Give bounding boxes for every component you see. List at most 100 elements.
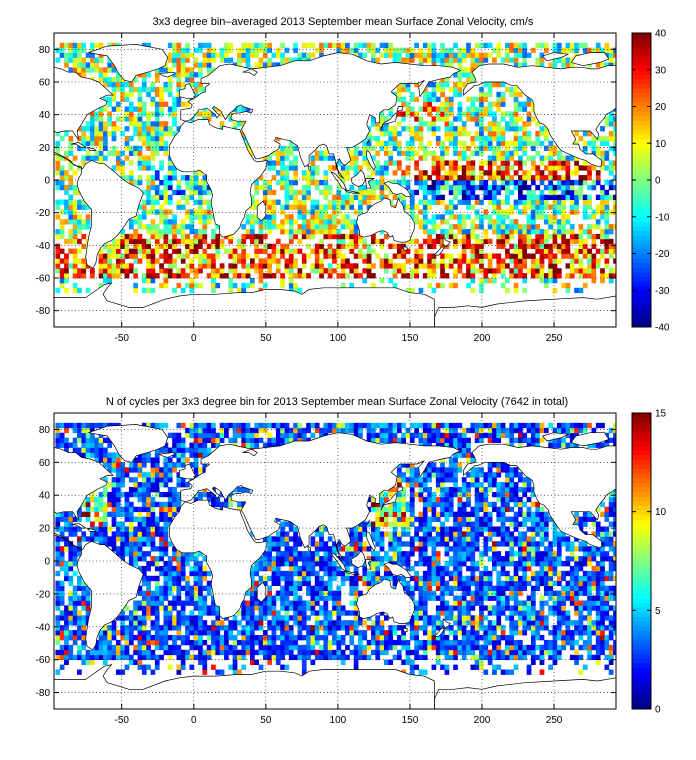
data-bin [267,160,272,166]
data-bin [595,42,601,49]
data-bin [202,175,208,181]
data-bin [280,595,285,601]
data-bin [492,610,497,616]
data-bin [267,585,272,591]
data-bin [414,258,419,264]
colorbar-segment [632,46,651,52]
data-bin [141,165,147,171]
data-bin [59,165,65,171]
data-bin [535,184,541,191]
data-bin [310,219,316,225]
data-bin [163,238,169,245]
data-bin [202,649,208,656]
colorbar-segment [632,157,651,163]
data-bin [81,635,87,641]
data-bin [522,654,528,661]
data-bin [591,243,597,249]
data-bin [561,175,566,181]
data-bin [552,233,558,240]
data-bin [90,67,95,73]
data-bin [185,180,190,186]
data-bin [574,194,579,200]
data-bin [371,233,376,240]
data-bin [128,175,134,181]
data-bin [509,585,515,591]
data-bin [492,644,497,651]
data-bin [565,620,571,626]
colorbar-segment [632,124,651,130]
data-bin [154,238,160,245]
data-bin [172,238,177,245]
data-bin [150,600,156,606]
data-bin [448,131,454,137]
data-bin [479,111,484,117]
data-bin [526,229,532,235]
data-bin [198,184,203,191]
data-bin [444,649,450,656]
data-bin [492,194,497,200]
data-bin [319,214,324,220]
data-bin [587,268,592,274]
data-bin [219,268,225,274]
data-bin [453,116,458,122]
data-bin [141,575,147,582]
data-bin [141,214,147,220]
data-bin [556,219,562,225]
data-bin [64,635,69,641]
data-bin [483,605,489,611]
data-bin [552,214,558,220]
data-bin [232,620,238,626]
data-bin [215,605,221,611]
data-bin [72,184,78,191]
data-bin [293,258,298,264]
data-bin [154,194,160,200]
data-bin [552,263,558,269]
data-bin [409,111,415,117]
data-bin [543,580,549,587]
data-bin [591,135,597,142]
data-bin [141,121,147,127]
data-bin [556,590,562,596]
data-bin [556,224,562,230]
data-bin [591,580,597,587]
data-bin [492,278,497,284]
data-bin [323,615,329,621]
data-bin [556,180,562,186]
data-bin [349,639,355,646]
data-bin [154,620,160,626]
data-bin [487,155,493,161]
data-bin [68,199,74,205]
data-bin [474,224,480,230]
data-bin [552,644,558,651]
data-bin [211,595,216,601]
data-bin [306,209,311,215]
data-bin [267,224,272,230]
data-bin [336,620,342,626]
data-bin [219,620,225,626]
data-bin [198,268,203,274]
data-bin [535,209,541,215]
data-bin [509,625,515,631]
data-bin [340,263,346,269]
data-bin [254,635,260,641]
data-bin [608,605,614,611]
data-bin [518,135,523,142]
data-bin [340,224,346,230]
data-bin [211,278,216,284]
data-bin [189,585,195,591]
data-bin [115,639,121,646]
data-bin [81,57,87,63]
data-bin [479,57,484,63]
data-bin [518,229,523,235]
data-bin [582,605,588,611]
data-bin [115,263,121,269]
data-bin [522,224,528,230]
data-bin [180,52,186,58]
data-bin [526,625,532,631]
data-bin [561,62,566,68]
data-bin [453,214,458,220]
data-bin [327,654,333,661]
data-bin [362,268,368,274]
data-bin [362,199,368,205]
data-bin [185,214,190,220]
